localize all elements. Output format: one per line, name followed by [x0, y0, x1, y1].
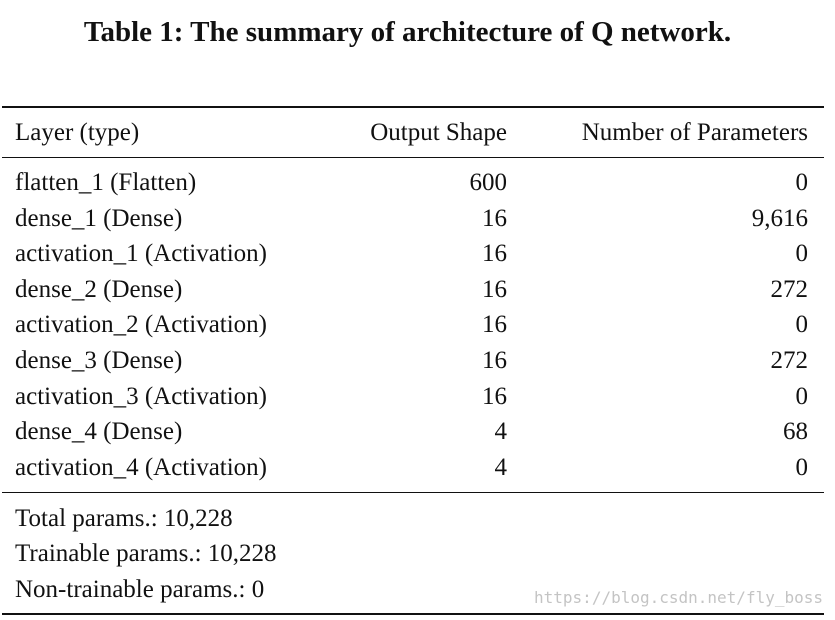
table-bottom-rule: [2, 613, 824, 615]
cell-number-of-parameters: 0: [795, 453, 809, 481]
table-top-rule: [2, 106, 824, 108]
table-row: activation_4 (Activation) 4 0: [0, 450, 835, 486]
summary-total-params: Total params.: 10,228: [15, 505, 233, 532]
cell-layer-type: dense_4 (Dense): [15, 418, 183, 446]
table-row: dense_1 (Dense) 16 9,616: [0, 201, 835, 237]
table-header-rule: [2, 157, 824, 158]
cell-layer-type: activation_2 (Activation): [15, 311, 268, 339]
cell-layer-type: activation_4 (Activation): [15, 453, 268, 481]
cell-number-of-parameters: 0: [795, 382, 809, 410]
cell-output-shape: 16: [482, 240, 507, 268]
cell-number-of-parameters: 272: [770, 275, 809, 303]
cell-layer-type: dense_2 (Dense): [15, 275, 183, 303]
cell-layer-type: dense_1 (Dense): [15, 204, 183, 232]
cell-layer-type: dense_3 (Dense): [15, 347, 183, 374]
table-row: activation_3 (Activation) 16 0: [0, 379, 835, 415]
cell-number-of-parameters: 68: [783, 418, 808, 446]
cell-number-of-parameters: 9,616: [751, 204, 808, 232]
cell-number-of-parameters: 0: [795, 240, 809, 268]
cell-layer-type: activation_1 (Activation): [15, 240, 268, 268]
cell-output-shape: 16: [482, 382, 507, 410]
watermark: https://blog.csdn.net/fly_boss: [534, 588, 823, 607]
summary-non-trainable-params: Non-trainable params.: 0: [15, 576, 265, 603]
cell-output-shape: 16: [482, 347, 507, 374]
table-row: flatten_1 (Flatten) 600 0: [0, 165, 835, 201]
header-layer-type: Layer (type): [15, 119, 140, 146]
cell-output-shape: 16: [482, 204, 507, 232]
cell-number-of-parameters: 0: [795, 311, 809, 339]
cell-output-shape: 600: [469, 169, 508, 196]
table-row: activation_1 (Activation) 16 0: [0, 236, 835, 272]
cell-number-of-parameters: 272: [770, 347, 809, 374]
table-row: activation_2 (Activation) 16 0: [0, 307, 835, 343]
header-output-shape: Output Shape: [370, 119, 507, 146]
summary-trainable-params: Trainable params.: 10,228: [15, 540, 277, 567]
table-row: dense_4 (Dense) 4 68: [0, 414, 835, 450]
cell-output-shape: 16: [482, 311, 507, 339]
cell-output-shape: 4: [494, 418, 508, 446]
table-summary-rule: [2, 492, 824, 493]
cell-layer-type: activation_3 (Activation): [15, 382, 268, 410]
table-row: dense_2 (Dense) 16 272: [0, 272, 835, 308]
table-caption: Table 1: The summary of architecture of …: [83, 16, 732, 48]
header-number-of-parameters: Number of Parameters: [581, 119, 808, 146]
cell-output-shape: 4: [494, 453, 508, 481]
cell-number-of-parameters: 0: [795, 169, 809, 196]
table-header-row: Layer (type) Output Shape Number of Para…: [0, 115, 835, 151]
cell-layer-type: flatten_1 (Flatten): [15, 169, 197, 196]
cell-output-shape: 16: [482, 275, 507, 303]
table-row: dense_3 (Dense) 16 272: [0, 343, 835, 379]
